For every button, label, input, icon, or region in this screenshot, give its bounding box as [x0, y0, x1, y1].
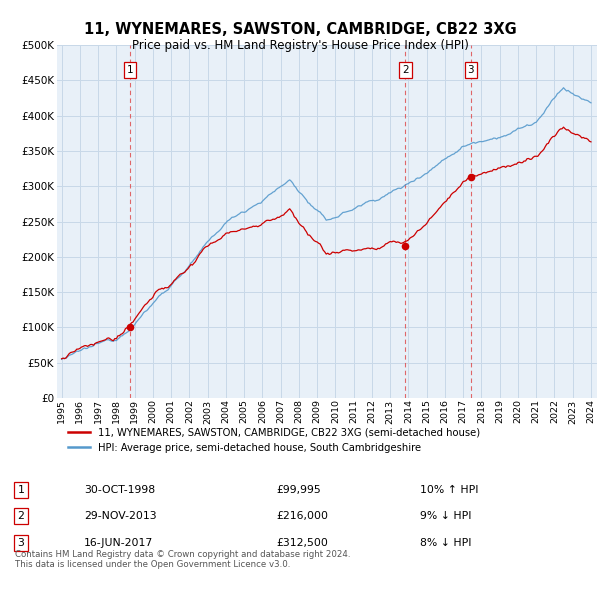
- Legend: 11, WYNEMARES, SAWSTON, CAMBRIDGE, CB22 3XG (semi-detached house), HPI: Average : 11, WYNEMARES, SAWSTON, CAMBRIDGE, CB22 …: [65, 424, 483, 455]
- Text: 1: 1: [127, 65, 133, 75]
- Text: 11, WYNEMARES, SAWSTON, CAMBRIDGE, CB22 3XG: 11, WYNEMARES, SAWSTON, CAMBRIDGE, CB22 …: [83, 22, 517, 37]
- Text: Contains HM Land Registry data © Crown copyright and database right 2024.
This d: Contains HM Land Registry data © Crown c…: [15, 550, 350, 569]
- Text: 2: 2: [17, 511, 25, 521]
- Text: 8% ↓ HPI: 8% ↓ HPI: [420, 538, 472, 548]
- Text: 10% ↑ HPI: 10% ↑ HPI: [420, 485, 479, 495]
- Text: 30-OCT-1998: 30-OCT-1998: [84, 485, 155, 495]
- Text: 3: 3: [467, 65, 474, 75]
- Text: 3: 3: [17, 538, 25, 548]
- Text: 29-NOV-2013: 29-NOV-2013: [84, 511, 157, 521]
- Text: 16-JUN-2017: 16-JUN-2017: [84, 538, 153, 548]
- Text: £99,995: £99,995: [276, 485, 321, 495]
- Text: 2: 2: [402, 65, 409, 75]
- Text: 1: 1: [17, 485, 25, 495]
- Text: 9% ↓ HPI: 9% ↓ HPI: [420, 511, 472, 521]
- Text: £216,000: £216,000: [276, 511, 328, 521]
- Text: Price paid vs. HM Land Registry's House Price Index (HPI): Price paid vs. HM Land Registry's House …: [131, 39, 469, 52]
- Text: £312,500: £312,500: [276, 538, 328, 548]
